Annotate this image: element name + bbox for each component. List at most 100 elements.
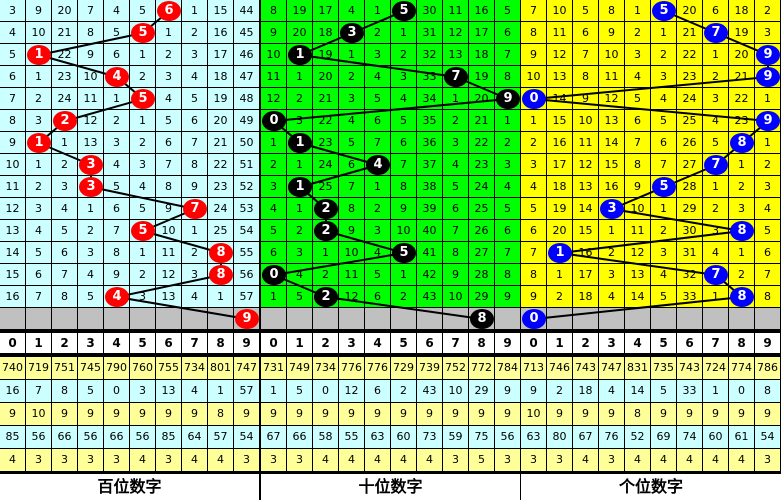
- trend-line-segment: [299, 54, 457, 78]
- draw-ball: 9: [756, 67, 780, 87]
- stat-cell: 76: [599, 426, 625, 449]
- stat-cell: 69: [651, 426, 677, 449]
- stat-cell: 16: [0, 380, 26, 403]
- draw-ball: 1: [288, 45, 312, 65]
- stat-cell: 9: [547, 403, 573, 426]
- omission-cell: 13: [78, 132, 104, 154]
- omission-cell: 5: [391, 110, 417, 132]
- omission-cell: 4: [365, 66, 391, 88]
- omission-cell: 1: [156, 22, 182, 44]
- stat-cell: 10: [521, 403, 547, 426]
- trend-line-segment: [559, 230, 743, 254]
- omission-cell: 5: [287, 286, 313, 308]
- omission-cell: 1: [287, 66, 313, 88]
- omission-cell: 1: [287, 154, 313, 176]
- draw-ball: 4: [105, 67, 129, 87]
- stat-cell: 55: [339, 426, 365, 449]
- omission-cell: 28: [677, 176, 703, 198]
- omission-cell: 1: [182, 220, 208, 242]
- stat-cell: 713: [521, 357, 547, 380]
- omission-cell: 21: [313, 88, 339, 110]
- omission-cell: 5: [495, 0, 521, 22]
- omission-cell: 25: [469, 198, 495, 220]
- omission-cell: 8: [339, 198, 365, 220]
- omission-cell: 1: [729, 154, 755, 176]
- stat-cell: 9: [365, 403, 391, 426]
- omission-cell: 5: [495, 198, 521, 220]
- stat-cell: 9: [495, 380, 521, 403]
- draw-ball: 8: [470, 309, 494, 329]
- omission-cell: 12: [547, 44, 573, 66]
- draw-ball: 5: [392, 1, 416, 21]
- omission-cell: 16: [469, 0, 495, 22]
- omission-cell: 30: [417, 0, 443, 22]
- omission-cell: 1: [547, 264, 573, 286]
- omission-cell: 1: [130, 110, 156, 132]
- omission-cell: 9: [104, 264, 130, 286]
- omission-cell: 35: [417, 110, 443, 132]
- stat-cell: 9: [495, 403, 521, 426]
- empty-cell: [287, 308, 313, 330]
- omission-cell: 4: [182, 286, 208, 308]
- omission-cell: 41: [417, 242, 443, 264]
- stat-cell: 3: [547, 449, 573, 472]
- stat-cell: 64: [182, 426, 208, 449]
- draw-ball: 3: [79, 177, 103, 197]
- stat-cell: 3: [495, 449, 521, 472]
- stat-cell: 12: [339, 380, 365, 403]
- omission-cell: 4: [625, 66, 651, 88]
- omission-cell: 5: [52, 220, 78, 242]
- omission-cell: 9: [261, 22, 287, 44]
- omission-cell: 11: [0, 176, 26, 198]
- stat-cell: 29: [469, 380, 495, 403]
- omission-cell: 4: [339, 0, 365, 22]
- omission-cell: 1: [521, 110, 547, 132]
- omission-cell: 7: [104, 220, 130, 242]
- draw-ball: 4: [105, 287, 129, 307]
- empty-cell: [78, 308, 104, 330]
- omission-cell: 14: [573, 198, 599, 220]
- omission-cell: 4: [703, 242, 729, 264]
- omission-cell: 9: [0, 132, 26, 154]
- omission-cell: 7: [182, 132, 208, 154]
- omission-cell: 10: [26, 22, 52, 44]
- omission-cell: 3: [104, 132, 130, 154]
- empty-cell: [625, 308, 651, 330]
- omission-cell: 18: [469, 44, 495, 66]
- omission-cell: 13: [599, 110, 625, 132]
- stat-cell: 56: [78, 426, 104, 449]
- omission-cell: 45: [234, 22, 260, 44]
- omission-cell: 1: [495, 110, 521, 132]
- omission-cell: 4: [339, 110, 365, 132]
- stat-cell: 43: [417, 380, 443, 403]
- empty-cell: [599, 308, 625, 330]
- stat-cell: 5: [78, 380, 104, 403]
- trend-line-segment: [116, 296, 248, 320]
- omission-cell: 11: [547, 22, 573, 44]
- omission-cell: 51: [234, 154, 260, 176]
- digit-header: 5: [651, 333, 677, 354]
- stat-cell: 13: [156, 380, 182, 403]
- omission-cell: 21: [469, 110, 495, 132]
- omission-cell: 7: [391, 154, 417, 176]
- panel-label: 十位数字: [261, 474, 520, 500]
- omission-cell: 4: [599, 286, 625, 308]
- stat-cell: 54: [234, 426, 260, 449]
- omission-cell: 1: [625, 0, 651, 22]
- omission-cell: 5: [365, 88, 391, 110]
- omission-cell: 6: [391, 132, 417, 154]
- omission-cell: 15: [208, 0, 234, 22]
- omission-cell: 4: [104, 154, 130, 176]
- omission-cell: 7: [339, 176, 365, 198]
- omission-cell: 9: [391, 198, 417, 220]
- omission-cell: 39: [417, 198, 443, 220]
- stat-cell: 9: [703, 403, 729, 426]
- omission-cell: 3: [287, 242, 313, 264]
- omission-cell: 4: [261, 198, 287, 220]
- omission-cell: 4: [156, 88, 182, 110]
- draw-ball: 5: [131, 23, 155, 43]
- draw-ball: 0: [522, 89, 546, 109]
- stat-cell: 66: [287, 426, 313, 449]
- stat-cell: 4: [729, 449, 755, 472]
- omission-cell: 5: [130, 198, 156, 220]
